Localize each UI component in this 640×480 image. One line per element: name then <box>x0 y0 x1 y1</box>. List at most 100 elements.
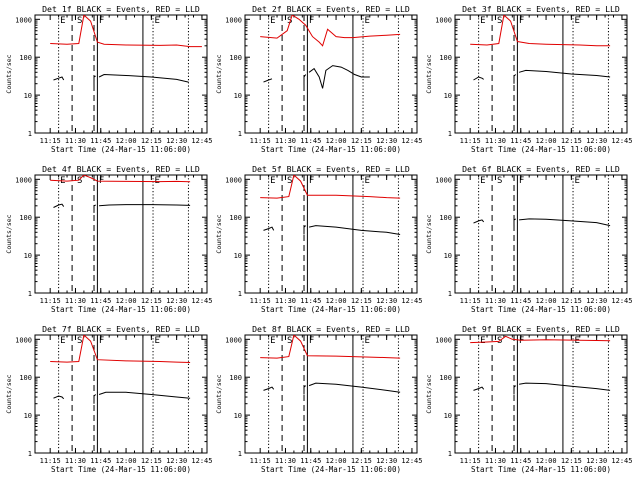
marker-label: E <box>270 16 275 26</box>
panel-4: Det 4f BLACK = Events, RED = LLD 1 10 100 10… <box>5 164 212 314</box>
x-tick-label: 12:00 <box>536 297 557 305</box>
marker-label: S <box>287 336 292 346</box>
y-tick-label: 1000 <box>15 16 32 24</box>
lld-series-line <box>50 335 191 363</box>
marker-label: S <box>77 16 82 26</box>
y-tick-label: 10 <box>24 92 32 100</box>
plot-area <box>50 335 191 404</box>
y-axis-label: Counts/sec <box>5 214 13 253</box>
x-tick-label: 12:15 <box>351 457 372 465</box>
lld-series-line <box>50 175 191 183</box>
x-tick-label: 12:00 <box>326 297 347 305</box>
x-tick-label: 12:00 <box>116 457 137 465</box>
plot-frame <box>244 14 418 134</box>
x-tick-label: 12:30 <box>376 457 397 465</box>
lld-series-line <box>260 175 401 199</box>
marker-label: S <box>77 336 82 346</box>
marker-label: F <box>309 176 314 186</box>
events-series-line <box>473 219 485 224</box>
panel-title: Det 9f BLACK = Events, RED = LLD <box>462 324 620 334</box>
marker-label: F <box>519 336 524 346</box>
plot-frame <box>34 174 208 294</box>
x-tick-label: 12:00 <box>116 137 137 145</box>
x-tick-label: 11:15 <box>460 457 481 465</box>
x-tick-label: 12:30 <box>586 457 607 465</box>
x-tick-label: 12:00 <box>116 297 137 305</box>
events-series-line <box>519 218 611 227</box>
y-tick-label: 10 <box>444 92 452 100</box>
events-series-line <box>519 382 611 391</box>
y-axis-label: Counts/sec <box>5 54 13 93</box>
y-axis-label: Counts/sec <box>215 374 223 413</box>
x-tick-label: 11:15 <box>460 137 481 145</box>
y-tick-label: 1000 <box>435 16 452 24</box>
x-axis-label: Start Time (24-Mar-15 11:06:00) <box>261 465 401 474</box>
events-series-line <box>93 75 96 86</box>
x-tick-label: 11:30 <box>65 137 86 145</box>
x-tick-label: 12:00 <box>326 137 347 145</box>
plot-area <box>50 15 202 86</box>
x-tick-label: 12:15 <box>561 137 582 145</box>
panel-9: Det 9f BLACK = Events, RED = LLD 1 10 100 10… <box>425 324 632 474</box>
plot-frame <box>244 174 418 294</box>
y-tick-label: 100 <box>19 54 32 62</box>
marker-label: E <box>155 16 160 26</box>
x-tick-label: 11:15 <box>40 297 61 305</box>
y-tick-label: 100 <box>229 374 242 382</box>
y-axis-label: Counts/sec <box>425 214 433 253</box>
marker-label: F <box>99 16 104 26</box>
x-tick-label: 11:15 <box>250 457 271 465</box>
x-tick-label: 12:15 <box>561 457 582 465</box>
y-tick-label: 100 <box>19 214 32 222</box>
events-series-line <box>518 69 611 78</box>
y-tick-label: 1000 <box>225 16 242 24</box>
x-tick-label: 12:00 <box>536 457 557 465</box>
x-tick-label: 11:45 <box>300 137 321 145</box>
lld-series-line <box>470 335 611 344</box>
marker-label: E <box>60 336 65 346</box>
x-tick-label: 12:30 <box>376 297 397 305</box>
marker-label: F <box>309 336 314 346</box>
y-tick-label: 1 <box>238 290 242 298</box>
y-tick-label: 1 <box>448 290 452 298</box>
panel-title: Det 8f BLACK = Events, RED = LLD <box>252 324 410 334</box>
y-tick-label: 10 <box>234 252 242 260</box>
plot-frame <box>454 174 628 294</box>
events-series-line <box>513 74 517 84</box>
x-tick-label: 12:45 <box>611 297 632 305</box>
marker-label: E <box>155 176 160 186</box>
lld-series-line <box>260 15 401 47</box>
plot-area <box>260 335 401 395</box>
plot-frame <box>34 334 208 454</box>
events-series-line <box>98 73 189 83</box>
y-tick-label: 10 <box>24 252 32 260</box>
plot-area <box>470 335 611 395</box>
marker-label: S <box>497 176 502 186</box>
marker-label: E <box>480 16 485 26</box>
y-tick-label: 1000 <box>435 176 452 184</box>
x-tick-label: 11:30 <box>275 137 296 145</box>
x-tick-label: 11:45 <box>90 297 111 305</box>
x-tick-label: 12:45 <box>191 137 212 145</box>
panel-6: Det 6f BLACK = Events, RED = LLD 1 10 100 10… <box>425 164 632 314</box>
marker-label: E <box>60 16 65 26</box>
events-series-line <box>303 385 307 395</box>
x-tick-label: 12:45 <box>401 457 422 465</box>
events-series-line <box>263 78 273 83</box>
events-series-line <box>303 225 307 235</box>
events-series-line <box>473 386 485 391</box>
x-axis-label: Start Time (24-Mar-15 11:06:00) <box>471 305 611 314</box>
y-axis-label: Counts/sec <box>215 54 223 93</box>
y-tick-label: 100 <box>439 54 452 62</box>
y-tick-label: 1000 <box>15 176 32 184</box>
x-tick-label: 11:45 <box>510 297 531 305</box>
plot-frame <box>34 14 208 134</box>
y-tick-label: 10 <box>444 412 452 420</box>
x-tick-label: 12:30 <box>376 137 397 145</box>
panel-title: Det 6f BLACK = Events, RED = LLD <box>462 164 620 174</box>
y-tick-label: 100 <box>229 214 242 222</box>
plot-area <box>473 218 611 227</box>
y-axis-label: Counts/sec <box>215 214 223 253</box>
y-tick-label: 10 <box>234 412 242 420</box>
